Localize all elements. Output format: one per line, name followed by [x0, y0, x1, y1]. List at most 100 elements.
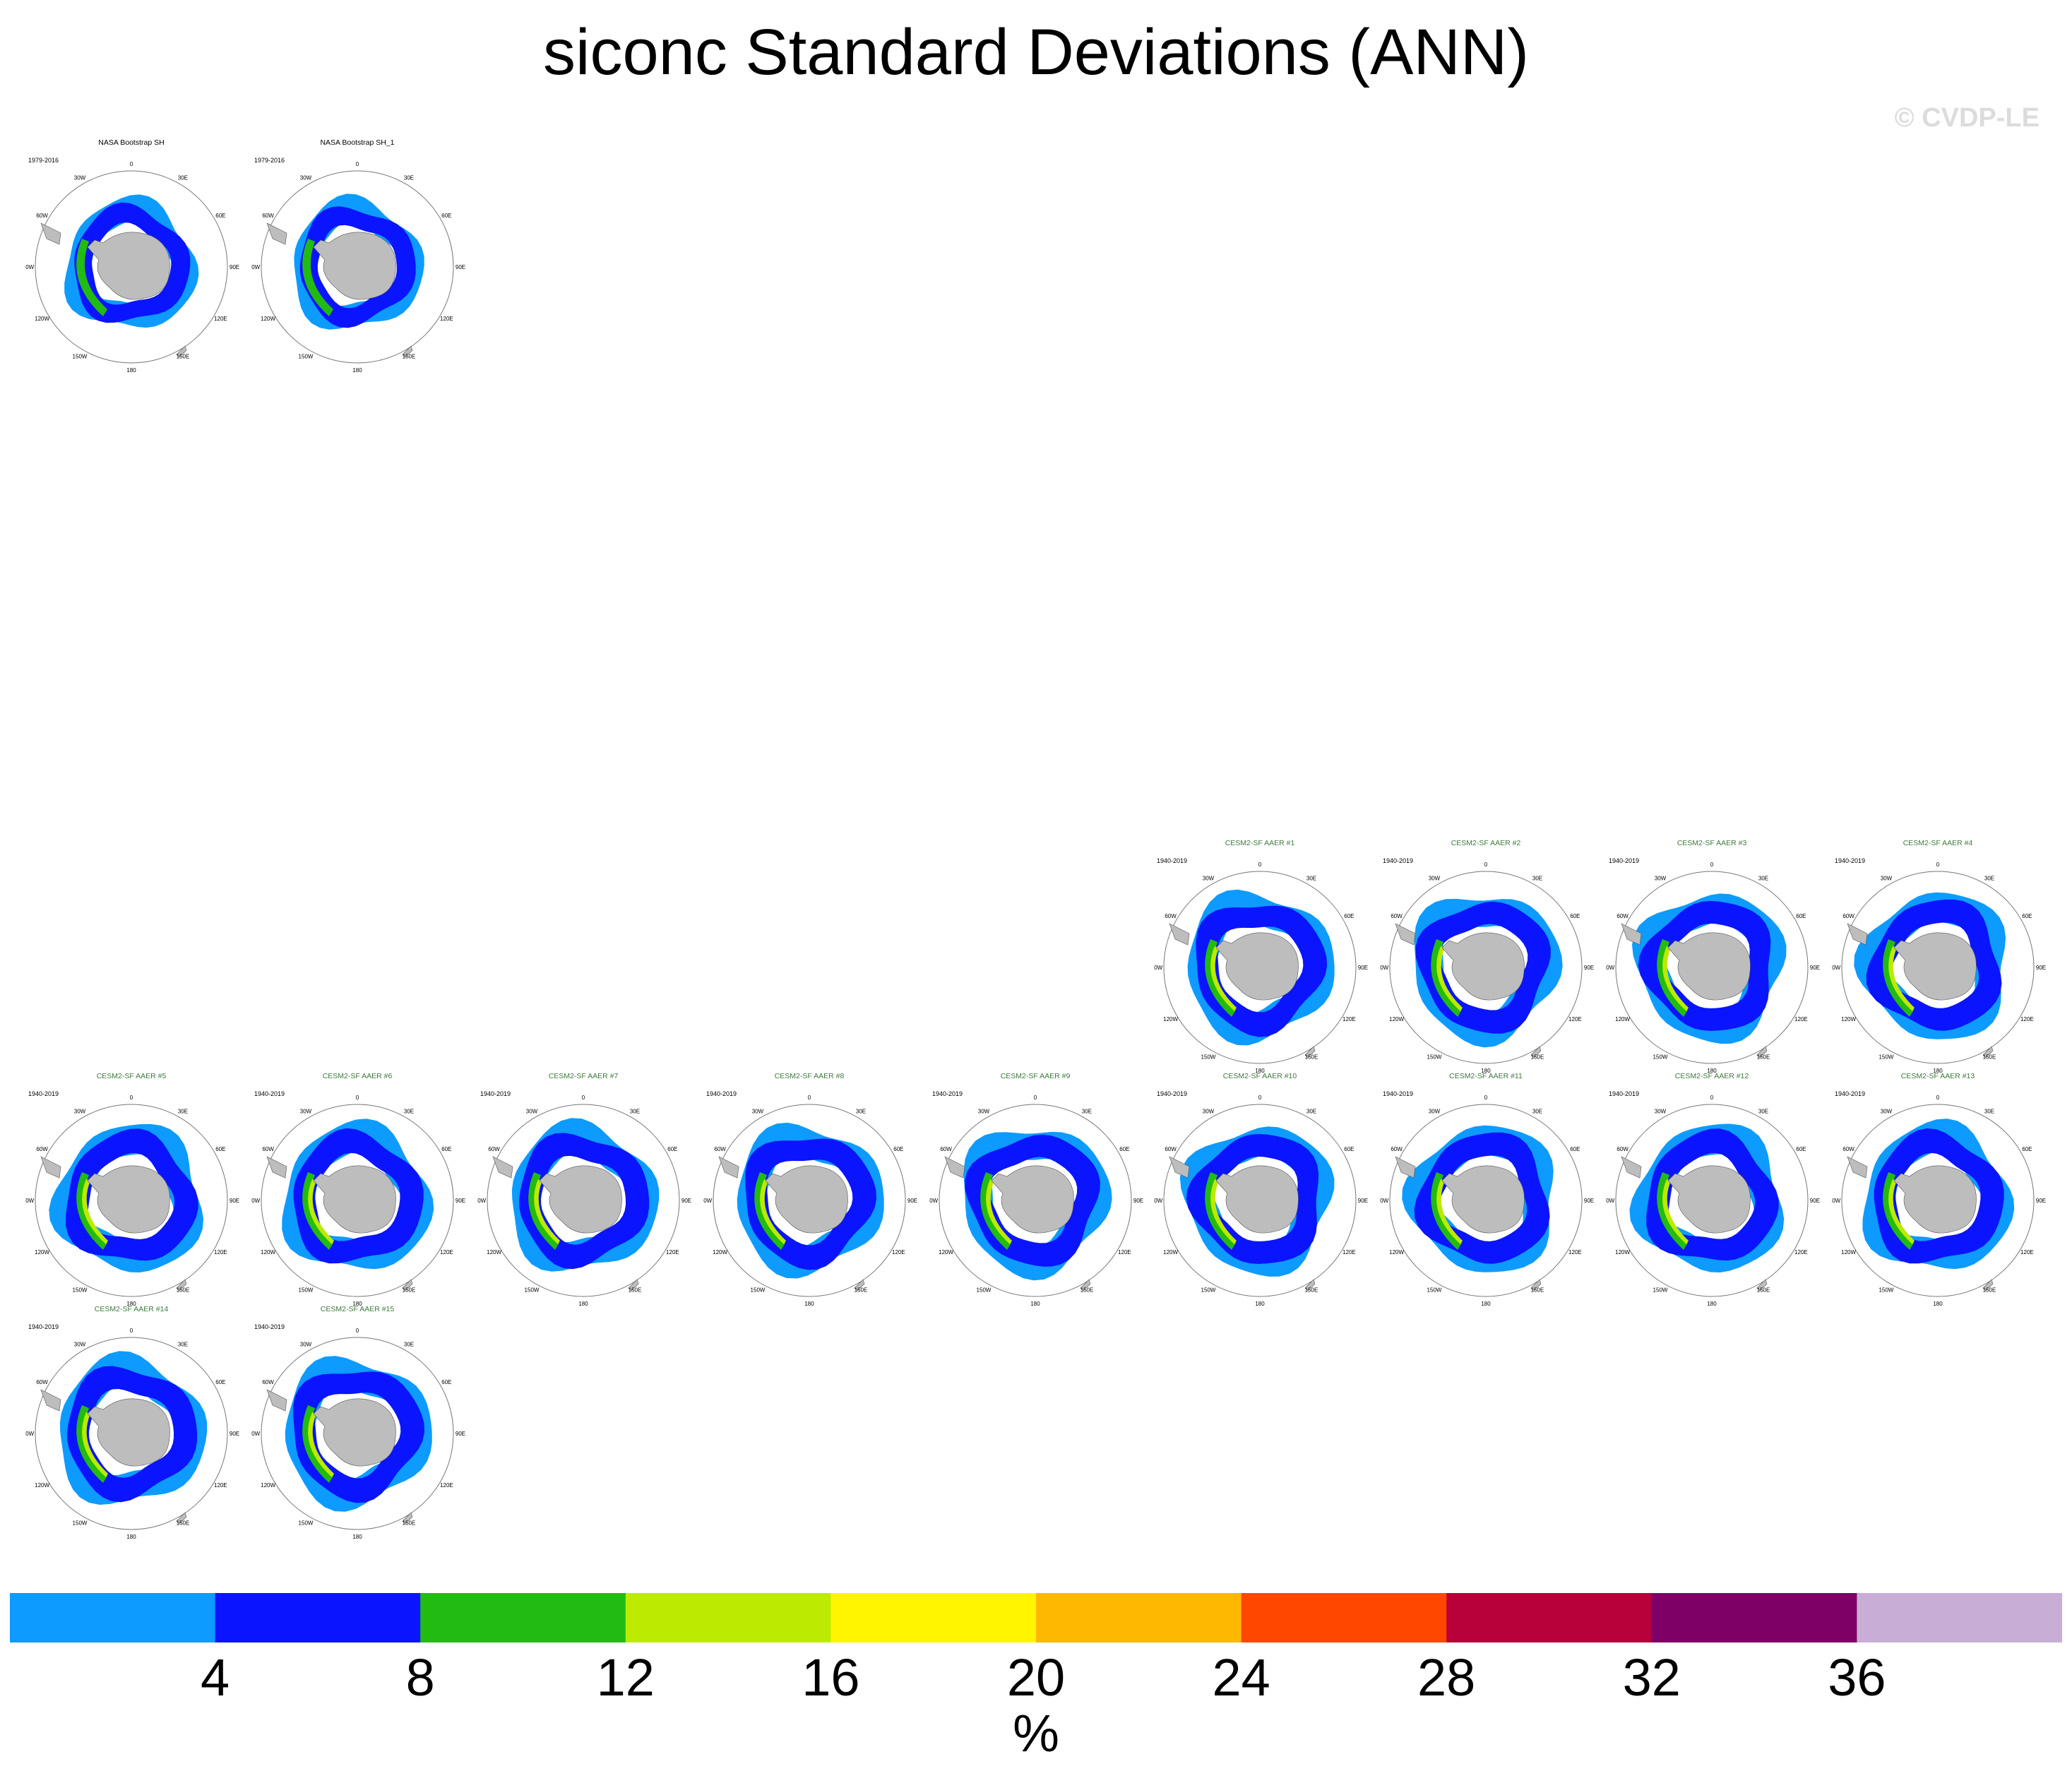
longitude-label: 90W	[1380, 965, 1389, 971]
longitude-label: 150E	[855, 1287, 868, 1293]
longitude-label: 150W	[73, 1520, 88, 1526]
panel-period: 1940-2019	[706, 1090, 737, 1097]
longitude-label: 30W	[752, 1109, 764, 1115]
panel-period: 1940-2019	[1609, 1090, 1640, 1097]
map-panel: CESM2-SF AAER #7 1940-2019 0 30E 60E 90E 120E 1…	[477, 1072, 703, 1308]
longitude-label: 30W	[74, 175, 86, 181]
longitude-label: 0	[1258, 1095, 1262, 1101]
longitude-label: 0	[1258, 861, 1262, 868]
colorbar-tick-label: 28	[1417, 1648, 1476, 1707]
longitude-label: 60W	[1842, 1146, 1854, 1152]
polar-map: 0 30E 60E 90E 120E 150E 180 150W 120W 90W 60W 30W	[1606, 861, 1820, 1074]
longitude-label: 30W	[1655, 876, 1667, 882]
panel-period: 1940-2019	[28, 1090, 59, 1097]
longitude-label: 120E	[2020, 1016, 2034, 1022]
panel-period: 1940-2019	[1609, 857, 1640, 864]
polar-map: 0 30E 60E 90E 120E 150E 180 150W 120W 90W 60W 30W	[251, 1328, 465, 1540]
panel-period: 1940-2019	[1157, 1090, 1188, 1097]
longitude-label: 120W	[35, 1482, 49, 1489]
longitude-label: 30E	[178, 175, 188, 181]
longitude-label: 120W	[487, 1249, 501, 1256]
longitude-label: 90E	[456, 1198, 465, 1204]
longitude-label: 60W	[1165, 913, 1177, 919]
longitude-label: 60E	[893, 1146, 903, 1152]
longitude-label: 180	[578, 1301, 588, 1307]
longitude-label: 0	[582, 1095, 585, 1101]
panel-title: NASA Bootstrap SH	[98, 138, 165, 147]
longitude-label: 60W	[1842, 913, 1854, 919]
polar-map: 0 30E 60E 90E 120E 150E 180 150W 120W 90W 60W 30W	[1832, 1095, 2046, 1307]
longitude-label: 120W	[1163, 1016, 1178, 1022]
longitude-label: 90E	[456, 1431, 465, 1437]
longitude-label: 90E	[2036, 965, 2046, 971]
longitude-label: 120E	[1568, 1249, 1582, 1256]
longitude-label: 120E	[1342, 1016, 1356, 1022]
longitude-label: 90E	[456, 264, 465, 270]
longitude-label: 60W	[36, 213, 48, 219]
longitude-label: 0	[356, 1328, 359, 1334]
longitude-label: 180	[352, 367, 362, 374]
longitude-label: 120E	[1794, 1249, 1808, 1256]
longitude-label: 120E	[892, 1249, 905, 1256]
panel-title: NASA Bootstrap SH_1	[320, 138, 395, 147]
longitude-label: 120W	[1389, 1249, 1404, 1256]
longitude-label: 90W	[1832, 1198, 1841, 1204]
panel-period: 1940-2019	[1835, 857, 1866, 864]
longitude-label: 180	[1707, 1301, 1717, 1307]
longitude-label: 60W	[262, 1146, 274, 1152]
longitude-label: 0	[1936, 861, 1940, 868]
longitude-label: 120E	[440, 1482, 453, 1489]
polar-map: 0 30E 60E 90E 120E 150E 180 150W 120W 90W 60W 30W	[1832, 861, 2046, 1074]
longitude-label: 150W	[1427, 1287, 1442, 1293]
longitude-label: 120E	[1568, 1016, 1582, 1022]
colorbar-tick-label: 36	[1828, 1648, 1886, 1707]
colorbar-tick-label: 4	[201, 1648, 230, 1707]
polar-map: 0 30E 60E 90E 120E 150E 180 150W 120W 90W 60W 30W	[477, 1095, 691, 1307]
panel-title: CESM2-SF AAER #3	[1677, 839, 1747, 847]
longitude-label: 180	[1255, 1068, 1265, 1074]
longitude-label: 120W	[939, 1249, 953, 1256]
panel-period: 1940-2019	[1835, 1090, 1866, 1097]
longitude-label: 180	[1933, 1301, 1943, 1307]
longitude-label: 30W	[74, 1342, 86, 1348]
longitude-label: 90E	[1584, 965, 1594, 971]
longitude-label: 150E	[629, 1287, 642, 1293]
longitude-label: 30E	[630, 1109, 640, 1115]
longitude-label: 120E	[666, 1249, 679, 1256]
colorbar-tick-label: 16	[802, 1648, 860, 1707]
polar-map: 0 30E 60E 90E 120E 150E 180 150W 120W 90W 60W 30W	[929, 1095, 1143, 1307]
colorbar-swatch	[1651, 1593, 1857, 1642]
longitude-label: 120E	[1794, 1016, 1808, 1022]
longitude-label: 30E	[404, 1342, 414, 1348]
longitude-label: 30W	[526, 1109, 538, 1115]
longitude-label: 0	[130, 1095, 133, 1101]
colorbar-swatch	[10, 1593, 216, 1642]
colorbar-swatch	[1857, 1593, 2062, 1642]
panel-period: 1940-2019	[254, 1090, 285, 1097]
panel-title: CESM2-SF AAER #10	[1222, 1072, 1297, 1080]
longitude-label: 0	[356, 1095, 359, 1101]
longitude-label: 0	[1710, 861, 1714, 868]
longitude-label: 150E	[1757, 1287, 1770, 1293]
map-panel: CESM2-SF AAER #1 1940-2019 0 30E 60E 90E 120E 1…	[1154, 839, 1380, 1075]
longitude-label: 90W	[703, 1198, 713, 1204]
watermark: © CVDP-LE	[1894, 103, 2040, 133]
panel-title: CESM2-SF AAER #12	[1674, 1072, 1749, 1080]
panel-title: CESM2-SF AAER #11	[1449, 1072, 1523, 1080]
longitude-label: 150E	[403, 1520, 416, 1526]
longitude-label: 150E	[177, 1287, 190, 1293]
longitude-label: 150W	[1653, 1287, 1668, 1293]
longitude-label: 60W	[36, 1146, 48, 1152]
longitude-label: 120W	[1841, 1249, 1856, 1256]
figure-title: siconc Standard Deviations (ANN)	[543, 16, 1529, 88]
longitude-label: 120E	[214, 316, 227, 322]
longitude-label: 30E	[856, 1109, 866, 1115]
polar-map: 0 30E 60E 90E 120E 150E 180 150W 120W 90W 60W 30W	[25, 1328, 239, 1540]
longitude-label: 150W	[1427, 1054, 1442, 1060]
longitude-label: 90W	[1832, 965, 1841, 971]
longitude-label: 60W	[262, 1379, 274, 1385]
map-panel: CESM2-SF AAER #15 1940-2019 0 30E 60E 90E 120E…	[251, 1305, 477, 1541]
longitude-label: 30W	[1881, 876, 1893, 882]
longitude-label: 30W	[1203, 1109, 1215, 1115]
longitude-label: 90E	[230, 1431, 239, 1437]
